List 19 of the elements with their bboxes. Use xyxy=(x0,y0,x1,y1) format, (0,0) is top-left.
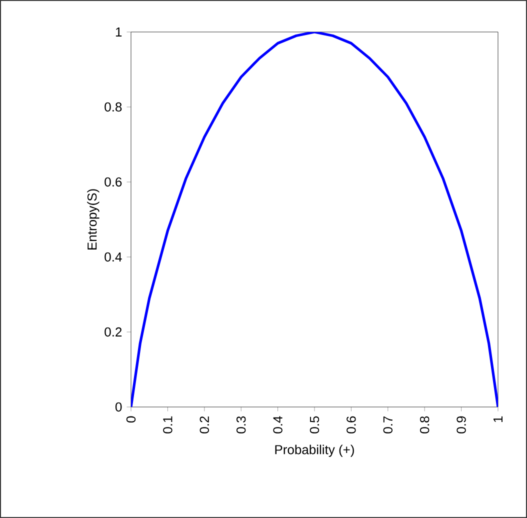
y-tick-label: 0.4 xyxy=(104,252,122,262)
x-axis-title: Probability (+) xyxy=(275,444,354,457)
x-tick-label: 0.8 xyxy=(420,416,430,434)
x-tick-label: 0.6 xyxy=(346,416,356,434)
y-tick-label: 0.2 xyxy=(104,327,122,337)
x-tick-label: 0 xyxy=(126,416,136,423)
x-tick-label: 0.1 xyxy=(163,416,172,434)
x-tick-label: 1 xyxy=(494,416,502,422)
y-tick-label: 0 xyxy=(115,402,122,412)
y-tick-label: 0.8 xyxy=(104,102,122,112)
x-tick-label: 0.2 xyxy=(200,416,210,434)
y-axis-title: Entropy(S) xyxy=(87,189,100,250)
x-tick-label: 0.4 xyxy=(273,416,282,434)
y-tick-label: 0.6 xyxy=(104,177,122,187)
y-tick-label: 1 xyxy=(116,28,122,36)
x-tick-label: 0.9 xyxy=(456,416,466,434)
x-tick-label: 0.7 xyxy=(383,416,393,434)
x-tick-label: 0.3 xyxy=(236,416,246,434)
x-tick-label: 0.5 xyxy=(310,416,320,434)
